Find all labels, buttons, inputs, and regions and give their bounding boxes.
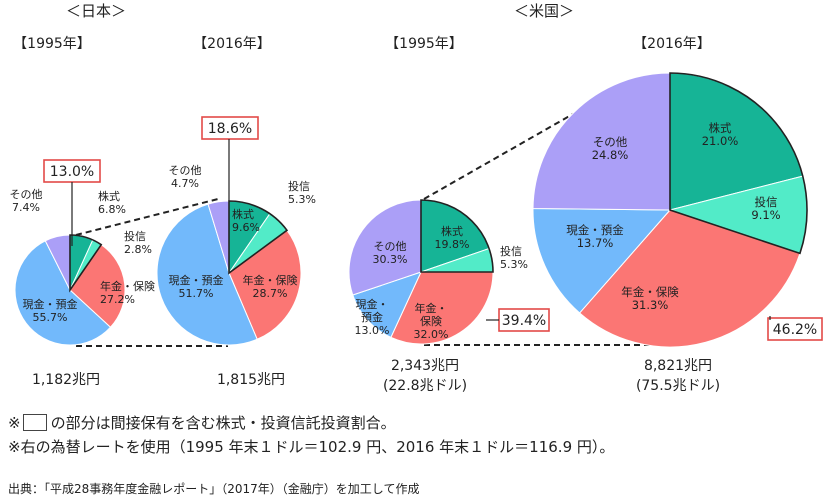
total-label-g0p1: 1,815兆円 [217,372,285,388]
indirect-share-value-g0p1: 18.6% [208,121,252,137]
slice-value-pension-g1p1: 31.3% [632,298,669,312]
pie-slice-pension-g0p0 [69,244,126,328]
slice-label-other-g1p0: その他 [374,240,407,253]
pie-slice-other-g1p1 [532,72,671,211]
pie-slice-cash-g1p1 [532,207,672,314]
slice-label-stocks-g0p1: 株式 [232,207,254,221]
indirect-share-box-g1p1 [767,317,823,341]
total-label-g0p0: 1,182兆円 [32,372,100,388]
slice-value-cash-g0p1: 51.7% [179,287,214,300]
slice-value-stocks-g1p1: 21.0% [702,134,739,148]
group-title-0: ＜日本＞ [66,2,126,20]
pie-slice-other-g1p0 [348,199,422,296]
slice-label-stocks-g1p0: 株式 [441,224,463,238]
slice-value-stocks-g0p0: 6.8% [98,203,126,216]
pie-slice-pension-g1p0 [390,271,494,345]
slice-label-trusts-g1p1: 投信 [755,195,778,209]
slice-label-trusts-g0p0: 投信 [124,229,146,243]
slice-label-pension-g1p1: 年金・保険 [621,285,679,299]
subtotal-label-g1p0: (22.8兆ドル) [383,378,467,394]
slice-value-cash-g1p0: 13.0% [355,324,390,337]
total-label-g1p1: 8,821兆円 [644,358,712,374]
slice-value-other-g1p0: 30.3% [373,253,408,266]
group-title-1: ＜米国＞ [514,2,574,20]
year-label-g1p1: 【2016年】 [633,36,711,52]
slice-label-trusts-g0p1: 投信 [288,179,310,193]
slice-label-other-g0p1: その他 [169,164,202,177]
highlight-box-legend [22,414,47,431]
slice-label-cash-g1p1: 現金・預金 [566,223,624,237]
pie-slice-cash-g1p0 [352,271,422,339]
year-label-g0p1: 【2016年】 [193,36,271,52]
year-label-g0p0: 【1995年】 [13,36,91,52]
slice-value-trusts-g1p1: 9.1% [751,208,780,222]
indirect-share-value-g0p0: 13.0% [50,164,94,180]
slice-label-stocks-g1p1: 株式 [709,121,732,135]
slice-label-cash-g1p0: 預金 [361,310,383,324]
slice-value-trusts-g0p0: 2.8% [124,243,152,256]
slice-value-other-g1p1: 24.8% [592,148,629,162]
subtotal-label-g1p1: (75.5兆ドル) [636,378,720,394]
guide-line-japan-top [75,198,219,236]
highlight-outline-g0p0 [69,234,103,293]
slice-value-cash-g1p1: 13.7% [577,236,614,250]
slice-value-pension-g0p0: 27.2% [100,293,135,306]
highlight-outline-g0p1 [228,200,289,275]
slice-value-cash-g0p0: 55.7% [33,311,68,324]
slice-label-trusts-g1p0: 投信 [500,244,522,258]
slice-value-trusts-g0p1: 5.3% [288,193,316,206]
slice-label-cash-g1p0: 現金・ [356,297,389,311]
pie-slice-cash-g0p0 [14,240,112,346]
note-indirect-holding: ※ の部分は間接保有を含む株式・投資信託投資割合。 [8,412,396,433]
indirect-share-value-g1p1: 46.2% [773,322,817,338]
highlight-outline-g1p0 [420,199,494,273]
note-mark: ※ [8,414,21,432]
slice-label-stocks-g0p0: 株式 [98,189,120,203]
slice-label-other-g0p0: その他 [10,188,43,201]
indirect-share-box-g0p1 [201,116,259,140]
pie-slice-cash-g0p1 [156,203,258,346]
total-label-g1p0: 2,343兆円 [391,358,459,374]
indirect-share-value-g1p0: 39.4% [502,313,546,329]
slice-value-other-g0p1: 4.7% [171,177,199,190]
slice-label-cash-g0p0: 現金・預金 [23,297,78,311]
note-exchange-rate: ※右の為替レートを使用（1995 年末１ドル＝102.9 円、2016 年末１ド… [8,438,615,456]
pie-slice-pension-g0p1 [228,229,302,340]
slice-label-pension-g0p0: 年金・保険 [100,279,155,293]
highlight-outline-g1p1 [669,72,808,255]
slice-value-other-g0p0: 7.4% [12,201,40,214]
pie-slice-pension-g1p1 [578,209,801,348]
slice-label-pension-g0p1: 年金・保険 [243,273,298,287]
slice-label-cash-g0p1: 現金・預金 [169,273,224,287]
source-note: 出典：「平成28事務年度金融レポート」（2017年）（金融庁）を加工して作成 [8,482,420,496]
slice-value-pension-g0p1: 28.7% [253,287,288,300]
slice-value-stocks-g1p0: 19.8% [435,238,470,251]
slice-label-other-g1p1: その他 [593,135,628,149]
slice-value-trusts-g1p0: 5.3% [500,258,528,271]
year-label-g1p0: 【1995年】 [385,36,463,52]
slice-value-pension-g1p0: 32.0% [414,328,449,341]
slice-label-pension-g1p0: 保険 [420,314,442,328]
slice-label-pension-g1p0: 年金・ [415,301,448,315]
note-indirect-text: の部分は間接保有を含む株式・投資信託投資割合。 [50,414,396,432]
slice-value-stocks-g0p1: 9.6% [232,221,260,234]
